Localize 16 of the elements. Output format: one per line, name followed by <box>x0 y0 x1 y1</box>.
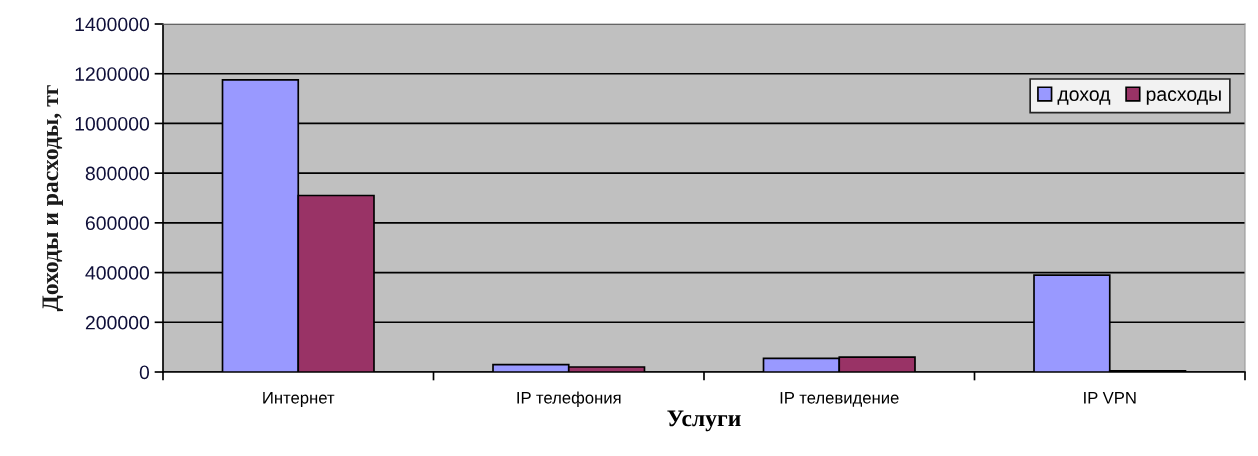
x-tick-label: IP телефония <box>517 391 621 407</box>
y-tick-label: 600000 <box>85 216 150 231</box>
x-tick-label: IP VPN <box>1084 392 1136 404</box>
legend-label: доход <box>1057 90 1111 105</box>
legend-label: расходы <box>1146 90 1221 105</box>
y-tick-label: 200000 <box>85 315 150 330</box>
y-axis-title: Доходы и расходы, тг <box>42 85 63 312</box>
y-tick-label: 1400000 <box>75 17 150 32</box>
y-tick-label: 400000 <box>85 266 150 280</box>
x-axis-title: Услуги <box>667 410 741 432</box>
x-tick-label: IP телевидение <box>780 392 899 407</box>
x-tick-label: Интернет <box>263 392 335 407</box>
y-tick-label: 0 <box>139 365 150 380</box>
y-tick-label: 1000000 <box>75 116 150 131</box>
y-tick-label: 800000 <box>85 166 150 181</box>
y-tick-label: 1200000 <box>75 67 150 81</box>
